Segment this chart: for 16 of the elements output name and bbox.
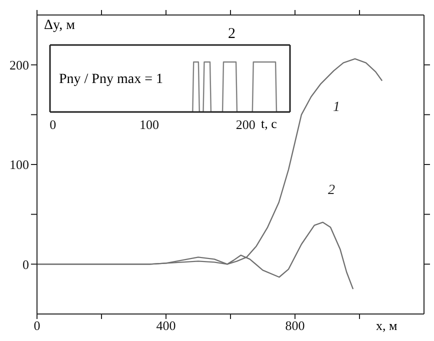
y-tick-label: 0 [22, 256, 29, 272]
y-tick-label: 100 [10, 157, 29, 172]
series-label: 2 [328, 183, 335, 199]
series-label: 1 [333, 100, 340, 116]
chart-title: 2 [228, 26, 236, 43]
y-axis-title: Δy, м [44, 18, 75, 34]
annotation: Pny / Pny max = 1 [59, 72, 163, 87]
y-tick-label: 200 [10, 57, 29, 72]
x-axis-title: x, м [376, 318, 398, 334]
x-axis-title: t, с [261, 116, 277, 132]
x-tick-label: 0 [34, 318, 40, 334]
x-tick-label: 0 [50, 117, 56, 132]
x-tick-label: 400 [156, 318, 176, 334]
x-tick-label: 800 [285, 318, 305, 334]
x-tick-label: 100 [140, 117, 160, 132]
x-tick-label: 200 [236, 117, 256, 132]
